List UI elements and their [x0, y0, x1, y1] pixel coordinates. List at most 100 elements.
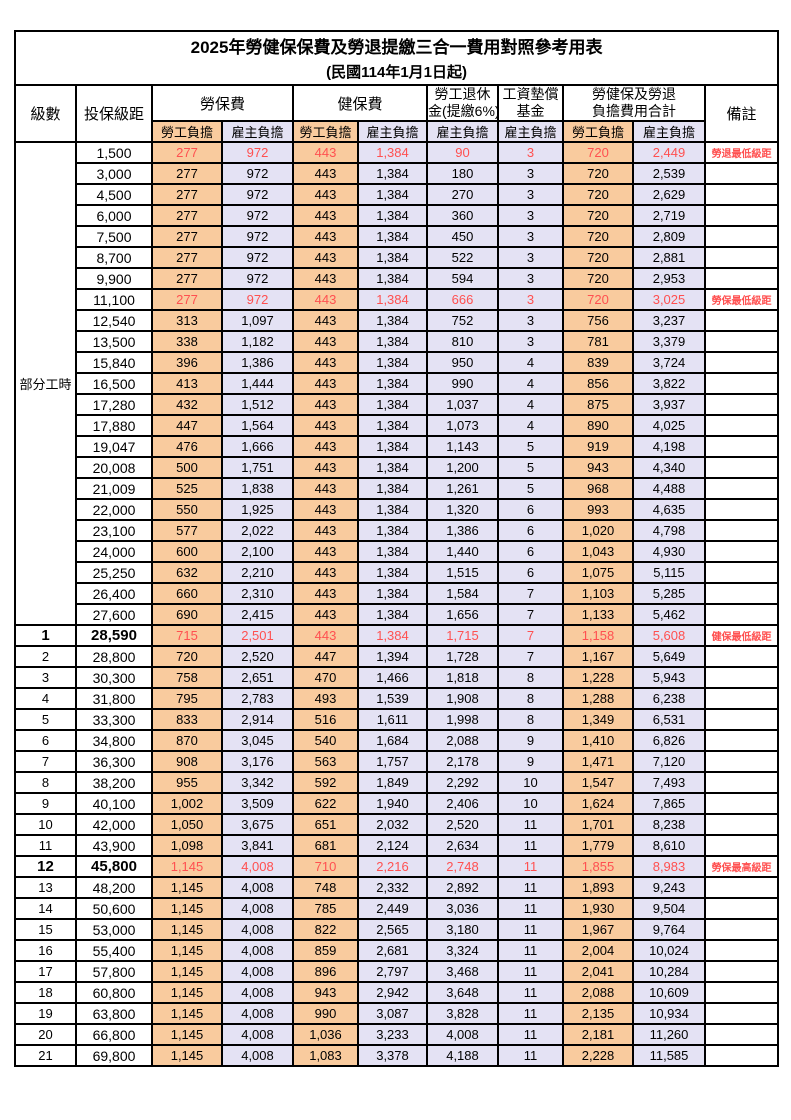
fee-cell: 9,764	[632, 918, 706, 941]
fee-cell: 443	[292, 519, 359, 542]
col-header-pension: 勞工退休 金(提繳6%)	[426, 84, 499, 122]
fee-cell: 1,384	[357, 393, 428, 416]
fee-cell: 180	[426, 162, 499, 185]
salary-cell: 57,800	[75, 960, 153, 983]
fee-cell: 2,681	[357, 939, 428, 962]
fee-cell: 443	[292, 162, 359, 185]
fee-cell: 2,292	[426, 771, 499, 794]
fee-cell: 1,440	[426, 540, 499, 563]
fee-cell: 972	[221, 225, 294, 248]
remark-cell: 健保最低級距	[703, 624, 780, 647]
fee-cell: 3,324	[426, 939, 499, 962]
fee-cell: 2,719	[632, 204, 706, 227]
table-row: 17 57,800 1,145 4,008 896 2,797 3,468 11 2,041 10…	[14, 960, 780, 983]
fee-cell: 277	[151, 183, 223, 206]
fee-cell: 1,145	[151, 897, 223, 920]
fee-cell: 443	[292, 393, 359, 416]
remark-cell	[703, 750, 780, 773]
fee-cell: 4,008	[221, 855, 294, 878]
table-row: 3,000 277 972 443 1,384 180 3 720 2,539	[15, 162, 780, 185]
table-row: 7 36,300 908 3,176 563 1,757 2,178 9 1,471 7,120	[14, 750, 780, 773]
col-header-health-insurance: 健保費	[292, 84, 428, 122]
table-row: 26,400 660 2,310 443 1,384 1,584 7 1,103 5,285	[15, 582, 780, 605]
header-row-sub: 勞工負擔 雇主負擔 勞工負擔 雇主負擔 雇主負擔 雇主負擔 勞工負擔 雇主負擔	[15, 120, 778, 143]
fee-cell: 1,818	[426, 666, 499, 689]
fee-cell: 1,384	[357, 162, 428, 185]
fee-cell: 1,384	[357, 351, 428, 374]
fee-cell: 2,520	[426, 813, 499, 836]
subheader-total-employee: 勞工負擔	[562, 120, 634, 143]
remark-cell: 勞退最低級距	[703, 141, 780, 164]
fee-cell: 277	[151, 162, 223, 185]
fee-cell: 972	[221, 288, 294, 311]
fee-cell: 972	[221, 204, 294, 227]
fee-cell: 11	[497, 981, 564, 1004]
fee-cell: 1,133	[562, 603, 634, 626]
fee-cell: 2,100	[221, 540, 294, 563]
fee-cell: 594	[426, 267, 499, 290]
salary-cell: 7,500	[75, 225, 153, 248]
fee-cell: 360	[426, 204, 499, 227]
fee-cell: 666	[426, 288, 499, 311]
fee-cell: 1,471	[562, 750, 634, 773]
fee-cell: 972	[221, 267, 294, 290]
fee-cell: 10	[497, 771, 564, 794]
fee-cell: 632	[151, 561, 223, 584]
level-cell: 2	[14, 645, 77, 668]
table-row: 13,500 338 1,182 443 1,384 810 3 781 3,379	[15, 330, 780, 353]
remark-cell	[703, 225, 780, 248]
fee-cell: 2,088	[562, 981, 634, 1004]
salary-cell: 66,800	[75, 1023, 153, 1046]
salary-cell: 3,000	[75, 162, 153, 185]
fee-cell: 443	[292, 561, 359, 584]
fee-cell: 1,167	[562, 645, 634, 668]
fee-cell: 277	[151, 204, 223, 227]
fee-cell: 8,238	[632, 813, 706, 836]
level-cell: 3	[14, 666, 77, 689]
fee-cell: 11	[497, 939, 564, 962]
fee-cell: 7	[497, 624, 564, 647]
fee-cell: 720	[562, 162, 634, 185]
level-cell: 7	[14, 750, 77, 773]
fee-cell: 1,584	[426, 582, 499, 605]
fee-cell: 2,629	[632, 183, 706, 206]
remark-cell	[703, 603, 780, 626]
salary-cell: 28,590	[75, 624, 153, 647]
fee-cell: 1,855	[562, 855, 634, 878]
fee-cell: 3,378	[357, 1044, 428, 1067]
salary-cell: 24,000	[75, 540, 153, 563]
fee-cell: 3	[497, 162, 564, 185]
table-row: 8 38,200 955 3,342 592 1,849 2,292 10 1,547 7,493	[14, 771, 780, 794]
remark-cell	[703, 708, 780, 731]
fee-cell: 972	[221, 162, 294, 185]
level-cell: 19	[14, 1002, 77, 1025]
fee-cell: 4,798	[632, 519, 706, 542]
table-row: 16,500 413 1,444 443 1,384 990 4 856 3,822	[15, 372, 780, 395]
fee-cell: 2,651	[221, 666, 294, 689]
fee-cell: 1,539	[357, 687, 428, 710]
fee-cell: 795	[151, 687, 223, 710]
fee-cell: 3,036	[426, 897, 499, 920]
fee-cell: 470	[292, 666, 359, 689]
fee-cell: 990	[292, 1002, 359, 1025]
salary-cell: 17,880	[75, 414, 153, 437]
fee-cell: 443	[292, 603, 359, 626]
fee-cell: 859	[292, 939, 359, 962]
fee-cell: 9	[497, 729, 564, 752]
fee-cell: 720	[151, 645, 223, 668]
fee-cell: 1,037	[426, 393, 499, 416]
fee-cell: 4,008	[221, 897, 294, 920]
level-cell: 14	[14, 897, 77, 920]
fee-cell: 1,384	[357, 603, 428, 626]
salary-cell: 27,600	[75, 603, 153, 626]
remark-cell	[703, 561, 780, 584]
level-cell: 17	[14, 960, 77, 983]
table-row: 20 66,800 1,145 4,008 1,036 3,233 4,008 11 2,181…	[14, 1023, 780, 1046]
remark-cell	[703, 435, 780, 458]
remark-cell	[703, 267, 780, 290]
salary-cell: 17,280	[75, 393, 153, 416]
fee-cell: 1,701	[562, 813, 634, 836]
fee-cell: 870	[151, 729, 223, 752]
table-row: 22,000 550 1,925 443 1,384 1,320 6 993 4,635	[15, 498, 780, 521]
fee-cell: 3,828	[426, 1002, 499, 1025]
